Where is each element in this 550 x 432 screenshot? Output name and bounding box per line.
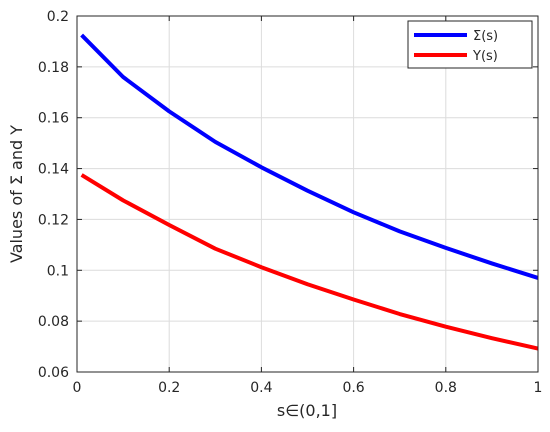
- x-tick-label: 0: [73, 380, 82, 396]
- y-tick-label: 0.1: [47, 263, 69, 279]
- y-tick-label: 0.12: [38, 212, 69, 228]
- series-layer: [80, 33, 539, 351]
- ticks: 0 0.2 0.4 0.6 0.8 1 0.06 0.08 0.1 0.12 0.14 0.16 0.1…: [38, 9, 543, 396]
- y-tick-label: 0.14: [38, 162, 69, 178]
- x-tick-label: 0.4: [250, 380, 272, 396]
- x-tick-label: 1: [534, 380, 543, 396]
- series-line-0: [80, 33, 539, 280]
- y-tick-label: 0.18: [38, 60, 69, 76]
- y-tick-label: 0.2: [47, 9, 69, 25]
- y-axis-label: Values of Σ and Υ: [7, 125, 26, 263]
- y-tick-label: 0.16: [38, 111, 69, 127]
- plot-frame: [76, 15, 539, 373]
- series-line-1: [80, 173, 539, 351]
- x-axis-label: s∈(0,1]: [277, 401, 337, 420]
- legend-label-1: Υ(s): [472, 49, 498, 64]
- legend-box: [407, 20, 533, 69]
- y-tick-label: 0.08: [38, 314, 69, 330]
- legend: Σ(s) Υ(s): [407, 20, 533, 69]
- x-tick-label: 0.8: [435, 380, 457, 396]
- x-tick-label: 0.6: [342, 380, 364, 396]
- legend-label-0: Σ(s): [473, 29, 498, 44]
- x-tick-label: 0.2: [158, 380, 180, 396]
- plot-background: [77, 16, 538, 372]
- y-tick-label: 0.06: [38, 365, 69, 381]
